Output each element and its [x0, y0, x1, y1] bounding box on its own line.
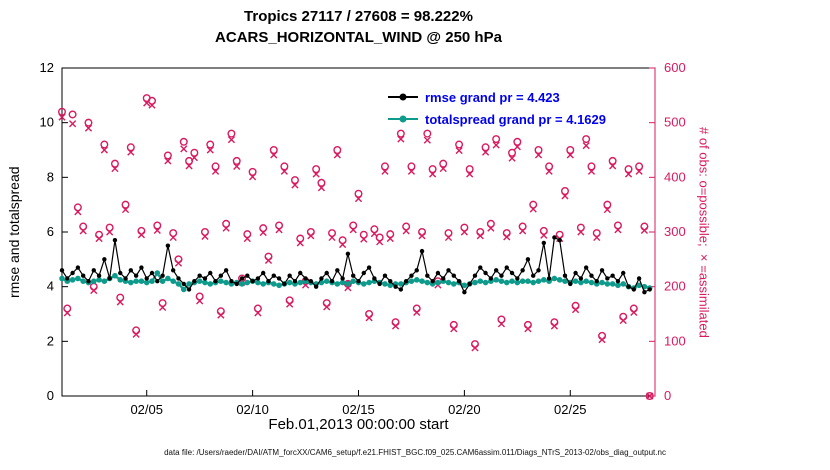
legend-marker-totalspread-icon	[388, 115, 418, 123]
svg-text:6: 6	[47, 224, 54, 239]
svg-text:300: 300	[664, 224, 686, 239]
svg-text:400: 400	[664, 169, 686, 184]
data-file-path: data file: /Users/raeder/DAI/ATM_forcXX/…	[164, 448, 666, 457]
svg-text:02/15: 02/15	[342, 402, 375, 417]
svg-text:100: 100	[664, 333, 686, 348]
svg-text:02/25: 02/25	[554, 402, 587, 417]
plot-frame	[61, 67, 656, 397]
legend-dot-totalspread-icon	[399, 115, 407, 123]
svg-text:4: 4	[47, 279, 54, 294]
legend-item-rmse: rmse grand pr = 4.423	[388, 86, 606, 108]
svg-text:10: 10	[40, 115, 54, 130]
legend-label-totalspread: totalspread grand pr = 4.1629	[425, 111, 606, 127]
y-axis-label-left: rmse and totalspread	[6, 166, 22, 298]
svg-text:600: 600	[664, 60, 686, 75]
legend-label-rmse: rmse grand pr = 4.423	[425, 89, 560, 105]
svg-text:200: 200	[664, 279, 686, 294]
svg-text:0: 0	[664, 388, 671, 403]
title-line-1: Tropics 27117 / 27608 = 98.222%	[244, 8, 473, 25]
svg-text:0: 0	[47, 388, 54, 403]
svg-text:2: 2	[47, 333, 54, 348]
legend-marker-rmse-icon	[388, 93, 418, 101]
legend-dot-rmse-icon	[399, 93, 407, 101]
x-axis-label: Feb.01,2013 00:00:00 start	[268, 416, 449, 433]
series-obs-markers	[58, 94, 654, 401]
svg-text:02/05: 02/05	[130, 402, 163, 417]
y-axis-label-right: # of obs: o=possible; ×=assimilated	[696, 126, 712, 338]
svg-text:12: 12	[40, 60, 54, 75]
svg-text:02/20: 02/20	[448, 402, 481, 417]
svg-text:500: 500	[664, 115, 686, 130]
axes: 0 2 4 6 8 10 12 0 100 200 300 400 500 600 02/05 02/10 02…	[40, 60, 686, 417]
svg-text:8: 8	[47, 169, 54, 184]
legend: rmse grand pr = 4.423 totalspread grand …	[388, 86, 606, 130]
title-line-2: ACARS_HORIZONTAL_WIND @ 250 hPa	[215, 29, 502, 46]
series-rmse	[59, 235, 652, 295]
chart-title: Tropics 27117 / 27608 = 98.222% ACARS_HO…	[62, 6, 655, 48]
svg-text:02/10: 02/10	[236, 402, 269, 417]
legend-item-totalspread: totalspread grand pr = 4.1629	[388, 108, 606, 130]
